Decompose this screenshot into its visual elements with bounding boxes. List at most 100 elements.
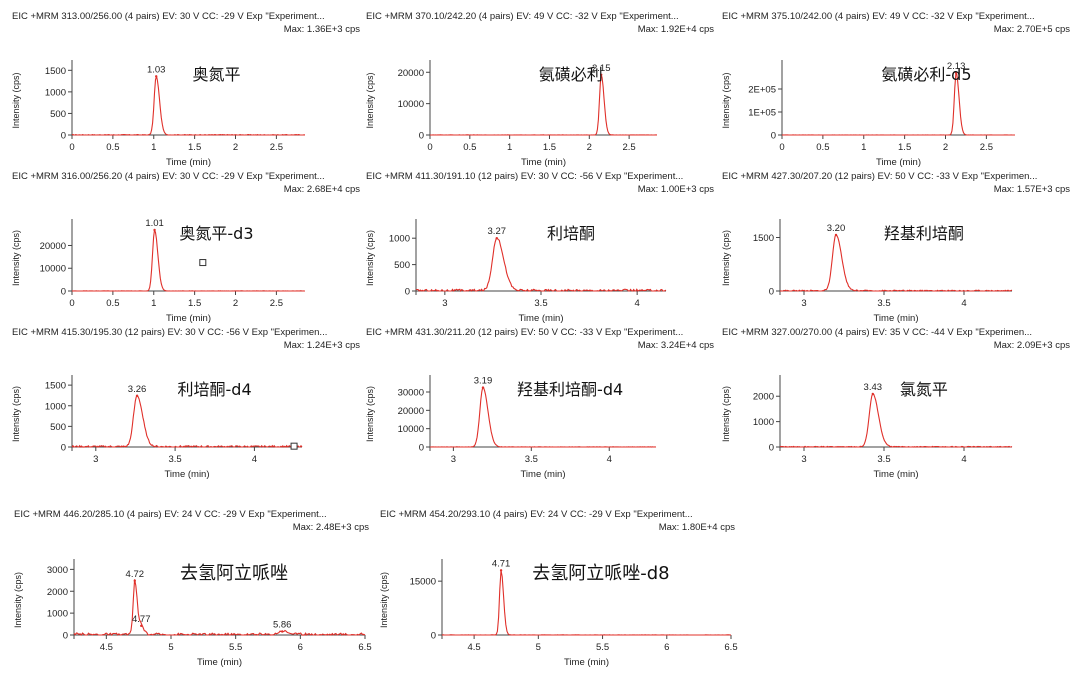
y-tick-label: 20000 bbox=[40, 241, 66, 252]
panel-max-intensity: Max: 2.48E+3 cps bbox=[292, 522, 369, 533]
x-tick-label: 3 bbox=[801, 298, 806, 309]
peak-rt-label: 3.26 bbox=[128, 384, 147, 395]
x-tick-label: 3.5 bbox=[525, 454, 538, 465]
panel-title: EIC +MRM 411.30/191.10 (12 pairs) EV: 30… bbox=[366, 171, 684, 182]
y-tick-label: 0 bbox=[769, 287, 774, 298]
x-tick-label: 1 bbox=[151, 298, 156, 309]
chart-svg: 4.5 5 5.5 6 6.5 0 1000 2000 3000 Time (min) Intens… bbox=[13, 559, 372, 668]
peak-apex bbox=[954, 71, 958, 75]
x-axis-title: Time (min) bbox=[520, 469, 565, 480]
x-tick-label: 0.5 bbox=[106, 142, 119, 153]
x-tick-label: 1 bbox=[861, 142, 866, 153]
chromatogram-panel-3: EIC +MRM 375.10/242.00 (4 pairs) EV: 49 … bbox=[721, 10, 1070, 170]
chart-svg: 0 0.5 1 1.5 2 2.5 0 10000 20000 Time (min) Intensi… bbox=[365, 60, 657, 168]
panel-header: EIC +MRM 427.30/207.20 (12 pairs) EV: 50… bbox=[722, 170, 1070, 196]
y-tick-label: 2000 bbox=[753, 392, 774, 403]
marker-square bbox=[199, 259, 207, 267]
y-tick-label: 10000 bbox=[398, 424, 424, 435]
x-tick-label: 4 bbox=[607, 454, 612, 465]
peak-apex bbox=[281, 630, 284, 633]
y-tick-label: 0 bbox=[769, 443, 774, 454]
y-tick-label: 500 bbox=[394, 260, 410, 271]
x-tick-label: 0 bbox=[69, 298, 74, 309]
x-tick-label: 0 bbox=[69, 142, 74, 153]
compound-label: 氯氮平 bbox=[900, 380, 948, 399]
y-tick-label: 1500 bbox=[45, 66, 66, 77]
panel-max-intensity: Max: 1.92E+4 cps bbox=[637, 24, 714, 35]
x-tick-label: 0 bbox=[427, 142, 432, 153]
x-axis-title: Time (min) bbox=[166, 157, 211, 168]
x-tick-label: 2.5 bbox=[980, 142, 993, 153]
chromatogram-panel-6: EIC +MRM 427.30/207.20 (12 pairs) EV: 50… bbox=[721, 170, 1070, 326]
panel-title: EIC +MRM 370.10/242.20 (4 pairs) EV: 49 … bbox=[366, 11, 679, 22]
x-tick-label: 4 bbox=[961, 298, 966, 309]
y-tick-label: 2000 bbox=[47, 587, 68, 598]
y-tick-label: 0 bbox=[419, 131, 424, 142]
y-tick-label: 1500 bbox=[45, 381, 66, 392]
peak-apex bbox=[481, 386, 485, 389]
chromatogram-trace bbox=[779, 393, 1013, 448]
panel-header: EIC +MRM 446.20/285.10 (4 pairs) EV: 24 … bbox=[14, 508, 369, 534]
peak-rt-label: 2.15 bbox=[592, 63, 611, 74]
x-tick-label: 5 bbox=[168, 642, 173, 653]
y-axis-title: Intensity (cps) bbox=[721, 72, 731, 128]
x-axis-title: Time (min) bbox=[876, 157, 921, 168]
x-tick-label: 3 bbox=[451, 454, 456, 465]
panel-title: EIC +MRM 446.20/285.10 (4 pairs) EV: 24 … bbox=[14, 509, 327, 520]
y-tick-label: 0 bbox=[63, 631, 68, 642]
y-tick-label: 0 bbox=[419, 443, 424, 454]
compound-label: 去氢阿立哌唑 bbox=[180, 563, 288, 584]
x-axis-title: Time (min) bbox=[518, 313, 563, 324]
chart-svg: 0 0.5 1 1.5 2 2.5 0 500 1000 1500 Time (min) Intens… bbox=[11, 60, 306, 168]
panel-max-intensity: Max: 1.24E+3 cps bbox=[283, 340, 360, 351]
x-tick-label: 4.5 bbox=[100, 642, 113, 653]
compound-label: 利培酮 bbox=[547, 224, 595, 243]
x-tick-label: 4 bbox=[635, 298, 640, 309]
x-tick-label: 1.5 bbox=[543, 142, 556, 153]
panel-title: EIC +MRM 431.30/211.20 (12 pairs) EV: 50… bbox=[366, 327, 684, 338]
panel-header: EIC +MRM 411.30/191.10 (12 pairs) EV: 30… bbox=[366, 170, 714, 196]
chromatogram-trace bbox=[71, 394, 303, 448]
chromatogram-trace bbox=[779, 233, 1013, 292]
panel-max-intensity: Max: 2.70E+5 cps bbox=[993, 24, 1070, 35]
chart-svg: 0 0.5 1 1.5 2 2.5 0 10000 20000 Time (min) Intensi… bbox=[11, 218, 305, 324]
chart-svg: 3 3.5 4 0 1500 Time (min) Intensity (cps) 3.20 羟… bbox=[721, 219, 1013, 324]
panel-max-intensity: Max: 1.00E+3 cps bbox=[637, 184, 714, 195]
y-axis-title: Intensity (cps) bbox=[721, 230, 731, 286]
x-tick-label: 4 bbox=[961, 454, 966, 465]
y-axis-title: Intensity (cps) bbox=[365, 230, 375, 286]
y-axis-title: Intensity (cps) bbox=[365, 386, 375, 442]
panel-header: EIC +MRM 415.30/195.30 (12 pairs) EV: 30… bbox=[12, 326, 360, 352]
x-axis-title: Time (min) bbox=[564, 657, 609, 668]
x-axis-title: Time (min) bbox=[873, 313, 918, 324]
x-tick-label: 3 bbox=[93, 454, 98, 465]
panel-max-intensity: Max: 1.57E+3 cps bbox=[993, 184, 1070, 195]
x-tick-label: 0.5 bbox=[816, 142, 829, 153]
y-tick-label: 0 bbox=[61, 443, 66, 454]
x-tick-label: 2.5 bbox=[270, 142, 283, 153]
panel-title: EIC +MRM 454.20/293.10 (4 pairs) EV: 24 … bbox=[380, 509, 693, 520]
panel-max-intensity: Max: 1.36E+3 cps bbox=[283, 24, 360, 35]
y-tick-label: 500 bbox=[50, 109, 66, 120]
chromatogram-panel-2: EIC +MRM 370.10/242.20 (4 pairs) EV: 49 … bbox=[365, 10, 714, 170]
y-tick-label: 1000 bbox=[45, 87, 66, 98]
x-tick-label: 3.5 bbox=[534, 298, 547, 309]
y-tick-label: 15000 bbox=[410, 577, 436, 588]
peak-apex bbox=[834, 233, 838, 237]
chromatogram-trace bbox=[441, 570, 732, 636]
chromatogram-panel-1: EIC +MRM 313.00/256.00 (4 pairs) EV: 30 … bbox=[11, 10, 360, 170]
panel-header: EIC +MRM 370.10/242.20 (4 pairs) EV: 49 … bbox=[366, 10, 714, 36]
chromatogram-trace bbox=[72, 76, 306, 136]
y-tick-label: 0 bbox=[771, 131, 776, 142]
x-tick-label: 1 bbox=[507, 142, 512, 153]
x-tick-label: 0.5 bbox=[106, 298, 119, 309]
y-axis-title: Intensity (cps) bbox=[11, 230, 21, 286]
chromatogram-panel-4: EIC +MRM 316.00/256.20 (4 pairs) EV: 30 … bbox=[11, 170, 360, 326]
x-tick-label: 2.5 bbox=[270, 298, 283, 309]
y-tick-label: 1000 bbox=[47, 609, 68, 620]
panel-title: EIC +MRM 375.10/242.00 (4 pairs) EV: 49 … bbox=[722, 11, 1035, 22]
peak-rt-label: 2.13 bbox=[947, 61, 966, 72]
marker-square bbox=[290, 442, 298, 450]
panel-header: EIC +MRM 454.20/293.10 (4 pairs) EV: 24 … bbox=[380, 508, 735, 534]
peak-rt-label: 3.27 bbox=[488, 226, 507, 237]
